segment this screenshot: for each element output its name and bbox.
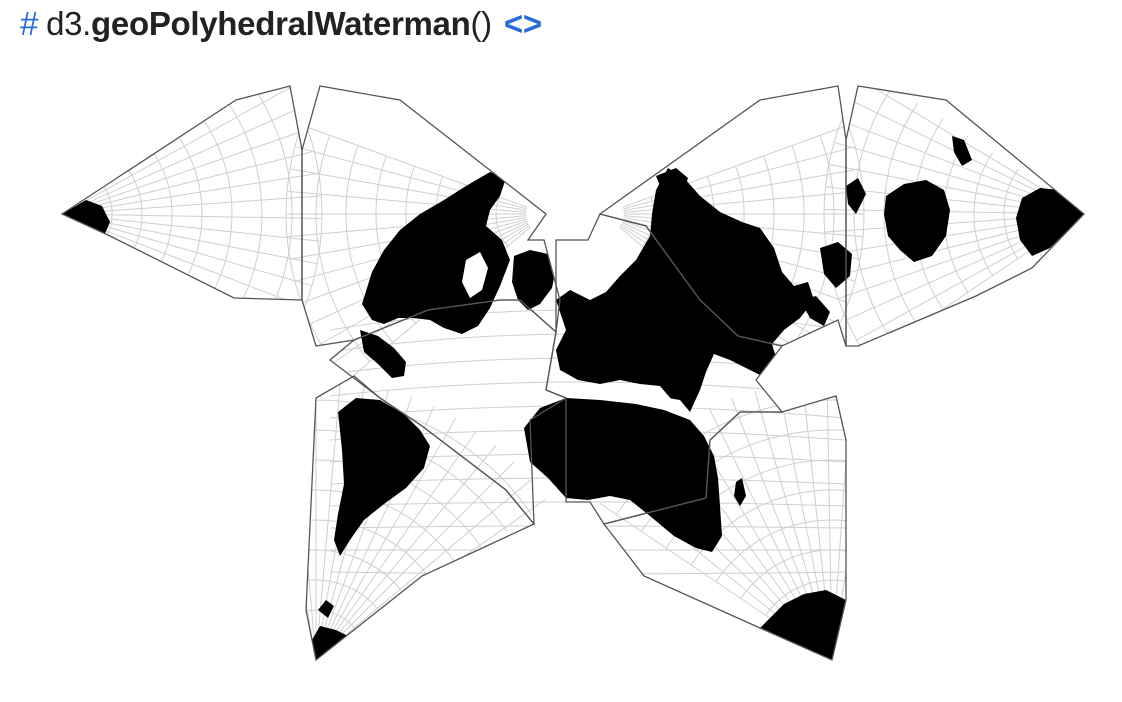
- face-south-america: [305, 375, 536, 662]
- graticule-parallel: [973, 152, 994, 276]
- land-antarctica-bottom-right: [760, 590, 846, 660]
- function-name: geoPolyhedralWaterman: [91, 5, 471, 42]
- land-hudson-bay: [462, 252, 488, 298]
- land-central-america: [360, 330, 406, 378]
- graticule-parallel: [302, 579, 383, 616]
- land-siberia: [656, 168, 688, 200]
- face-southern-africa: [602, 395, 847, 661]
- graticule-meridian: [317, 381, 341, 641]
- namespace-text: d3.: [46, 5, 92, 42]
- section-heading: # d3.geoPolyhedralWaterman() <>: [20, 4, 542, 44]
- source-link[interactable]: <>: [503, 5, 542, 42]
- face-borders: [60, 85, 1085, 662]
- face-west-pacific: [845, 85, 1085, 347]
- land-mediterranean: [570, 388, 690, 414]
- parens-text: (): [470, 5, 492, 42]
- land-antarctic-peninsula: [318, 600, 334, 618]
- graticule-parallel: [291, 519, 433, 582]
- land-south-america: [334, 398, 430, 556]
- land-masses: [62, 136, 1084, 660]
- graticule-parallel: [315, 135, 371, 363]
- land-southeast-islands: [800, 296, 830, 326]
- graticule-parallel: [715, 519, 857, 582]
- land-greenland: [512, 250, 556, 310]
- land-madagascar: [734, 478, 746, 506]
- face-asia: [598, 85, 847, 347]
- graticule-parallel: [202, 118, 233, 310]
- land-indonesia: [820, 242, 852, 288]
- graticule-meridian: [325, 417, 457, 643]
- graticule-meridian: [329, 461, 515, 647]
- anchor-link[interactable]: #: [20, 5, 39, 42]
- land-eurasia: [556, 168, 814, 412]
- graticule-parallel: [1003, 169, 1019, 259]
- graticule-meridian: [327, 430, 478, 644]
- graticule-parallel: [177, 135, 203, 293]
- graticule-parallel: [765, 579, 846, 616]
- land-japan: [846, 178, 866, 214]
- land-antarctica-right-tip: [1016, 188, 1084, 256]
- graticule-parallel: [307, 609, 358, 633]
- land-new-zealand: [952, 136, 972, 166]
- graticule-meridian: [330, 479, 531, 648]
- graticule-parallel: [296, 549, 408, 599]
- land-africa: [524, 398, 722, 552]
- land-australia: [884, 180, 950, 262]
- graticule-parallel: [495, 196, 509, 247]
